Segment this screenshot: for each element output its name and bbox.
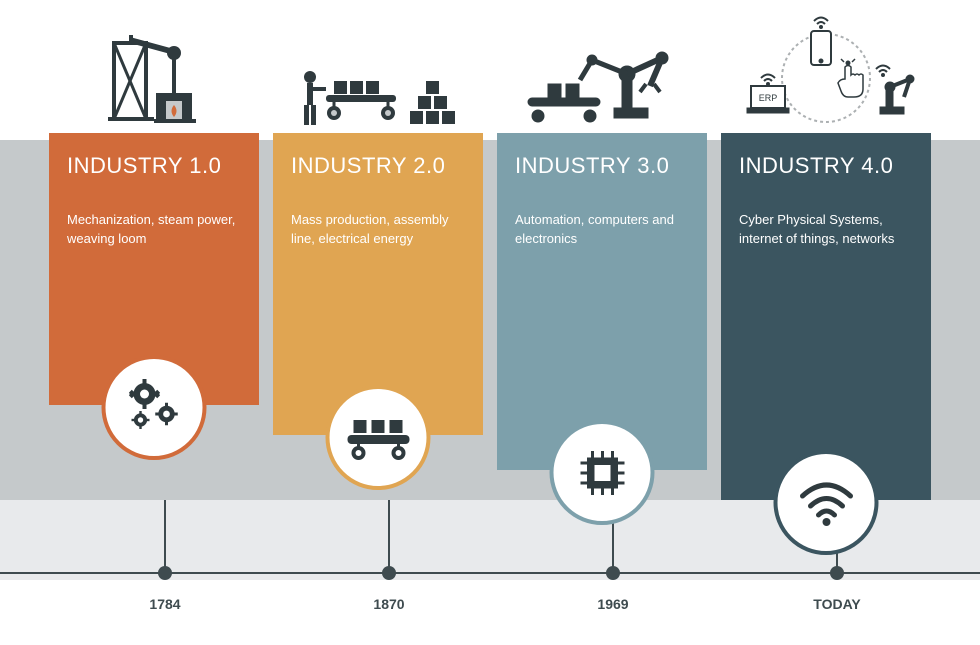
industry-2-circle xyxy=(326,385,431,490)
robot-arm-icon xyxy=(497,23,707,133)
industry-3-circle xyxy=(550,420,655,525)
year-4: TODAY xyxy=(813,596,860,612)
iot-network-icon: ERP xyxy=(721,23,931,133)
gears-icon xyxy=(122,376,186,440)
year-1: 1784 xyxy=(149,596,180,612)
oil-derrick-furnace-icon xyxy=(49,23,259,133)
year-2: 1870 xyxy=(373,596,404,612)
industry-1-column: INDUSTRY 1.0 Mechanization, steam power,… xyxy=(49,133,259,405)
industry-1-circle xyxy=(102,355,207,460)
wifi-icon xyxy=(796,478,856,528)
industry-2-column: INDUSTRY 2.0 Mass production, assembly l… xyxy=(273,133,483,435)
chip-icon xyxy=(574,445,630,501)
year-3: 1969 xyxy=(597,596,628,612)
industry-3-desc: Automation, computers and electronics xyxy=(515,211,689,249)
timeline-dot-4 xyxy=(830,566,844,580)
connector-2 xyxy=(388,500,390,573)
industry-4-column: ERP xyxy=(721,133,931,500)
timeline-dot-2 xyxy=(382,566,396,580)
conveyor-belt-icon xyxy=(343,413,413,463)
industry-4-desc: Cyber Physical Systems, internet of thin… xyxy=(739,211,913,249)
industry-2-desc: Mass production, assembly line, electric… xyxy=(291,211,465,249)
connector-1 xyxy=(164,500,166,573)
columns-container: INDUSTRY 1.0 Mechanization, steam power,… xyxy=(0,133,980,500)
industry-4-circle xyxy=(774,450,879,555)
timeline-dot-3 xyxy=(606,566,620,580)
industry-2-title: INDUSTRY 2.0 xyxy=(291,153,465,179)
industry-3-title: INDUSTRY 3.0 xyxy=(515,153,689,179)
industry-1-title: INDUSTRY 1.0 xyxy=(67,153,241,179)
timeline-dot-1 xyxy=(158,566,172,580)
svg-text:ERP: ERP xyxy=(759,93,778,103)
conveyor-worker-icon xyxy=(273,23,483,133)
industry-1-desc: Mechanization, steam power, weaving loom xyxy=(67,211,241,249)
industry-4-title: INDUSTRY 4.0 xyxy=(739,153,913,179)
industry-3-column: INDUSTRY 3.0 Automation, computers and e… xyxy=(497,133,707,470)
